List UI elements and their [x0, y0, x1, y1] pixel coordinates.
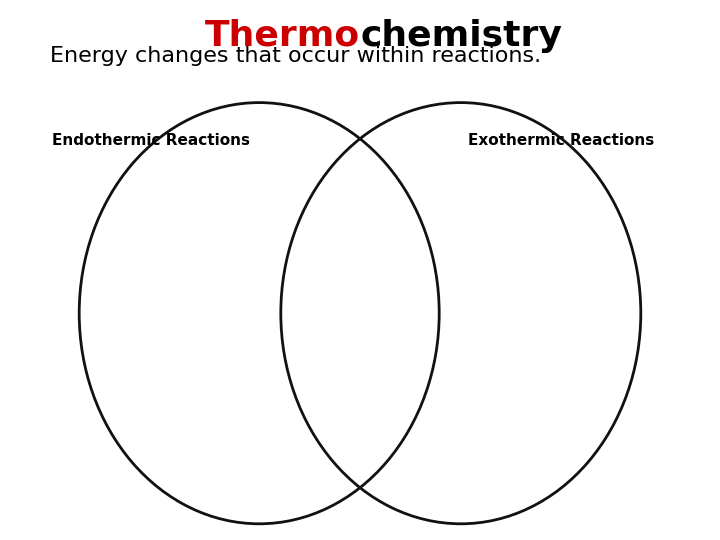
Text: Energy changes that occur within reactions.: Energy changes that occur within reactio…: [50, 46, 541, 66]
Text: Endothermic Reactions: Endothermic Reactions: [52, 133, 251, 148]
Text: chemistry: chemistry: [360, 19, 562, 53]
Text: Exothermic Reactions: Exothermic Reactions: [469, 133, 654, 148]
Text: Thermo: Thermo: [205, 19, 360, 53]
